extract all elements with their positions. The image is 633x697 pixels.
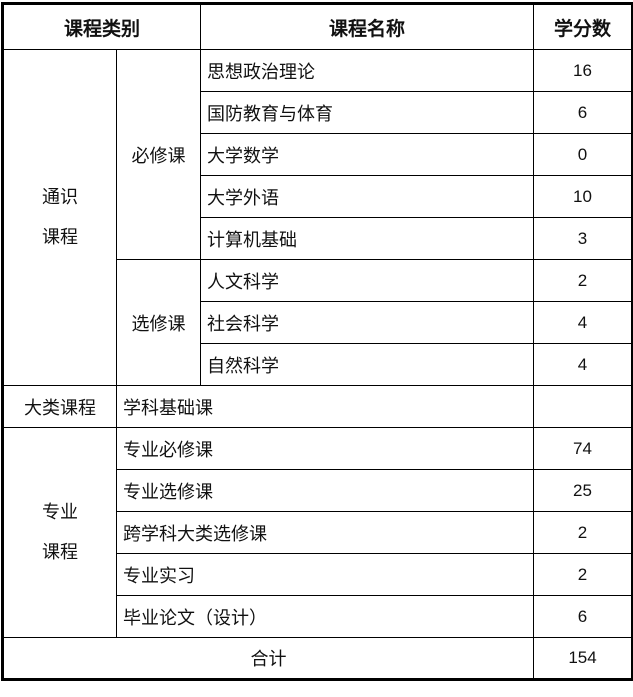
table-row: 大类课程 学科基础课 [2,385,633,428]
course-name: 专业实习 [115,553,535,596]
course-name: 跨学科大类选修课 [115,511,535,554]
course-name: 专业必修课 [115,427,535,470]
table-row: 专业实习 2 [3,553,633,596]
total-row: 合计 154 [1,637,633,680]
course-credits: 2 [533,511,633,554]
table-row: 计算机基础 3 [3,217,633,260]
course-credits: 0 [533,133,633,176]
course-name: 专业选修课 [115,469,535,512]
course-credits: 6 [533,595,633,638]
table-row: 社会科学 4 [3,301,633,344]
elective-subcategory: 选修课 [115,259,202,386]
course-credits: 3 [533,217,633,260]
general-category: 通识 课程 [2,49,117,386]
course-name: 思想政治理论 [200,49,535,92]
broad-category: 大类课程 [2,385,117,428]
course-credits: 10 [533,175,633,218]
course-name: 国防教育与体育 [200,91,535,134]
course-credits: 2 [533,553,633,596]
table-row: 专业选修课 25 [3,469,633,512]
course-name: 学科基础课 [115,385,535,428]
course-name: 自然科学 [200,343,535,386]
table-row: 大学外语 10 [3,175,633,218]
course-credits [533,385,633,428]
table-row: 专业课程 专业必修课 74 [2,427,633,638]
course-name: 计算机基础 [200,217,535,260]
course-name: 大学数学 [200,133,535,176]
table-row: 国防教育与体育 6 [3,91,633,134]
header-category: 课程类别 [1,3,202,50]
course-credits: 6 [533,91,633,134]
table-row: 选修课 人文科学 2 [3,259,633,386]
total-label: 合计 [1,637,535,680]
course-name: 人文科学 [200,259,535,302]
table-row: 自然科学 4 [3,343,633,386]
table-row: 毕业论文（设计） 6 [3,595,633,638]
general-label-1: 通识 [42,186,78,208]
course-name: 毕业论文（设计） [115,595,535,638]
course-credits: 4 [533,301,633,344]
required-subcategory: 必修课 [115,49,202,260]
header-name: 课程名称 [200,3,535,50]
total-credits: 154 [533,637,633,680]
major-category: 专业 课程 [2,427,117,638]
header-credits: 学分数 [533,3,633,50]
general-label-2: 课程 [42,226,78,248]
table-row: 通识课程 必修课 思想政治理论 16 [2,49,633,386]
course-credits: 16 [533,49,633,92]
course-credits: 2 [533,259,633,302]
course-name: 社会科学 [200,301,535,344]
course-credits: 4 [533,343,633,386]
major-label-2: 课程 [42,541,78,563]
curriculum-credit-table: 课程类别 课程名称 学分数 通识课程 必修课 思想政治理论 16 国防教育与体育… [1,2,633,681]
course-name: 大学外语 [200,175,535,218]
course-credits: 74 [533,427,633,470]
header-row: 课程类别 课程名称 学分数 [1,3,633,50]
table-row: 大学数学 0 [3,133,633,176]
major-label-1: 专业 [42,501,78,523]
course-credits: 25 [533,469,633,512]
